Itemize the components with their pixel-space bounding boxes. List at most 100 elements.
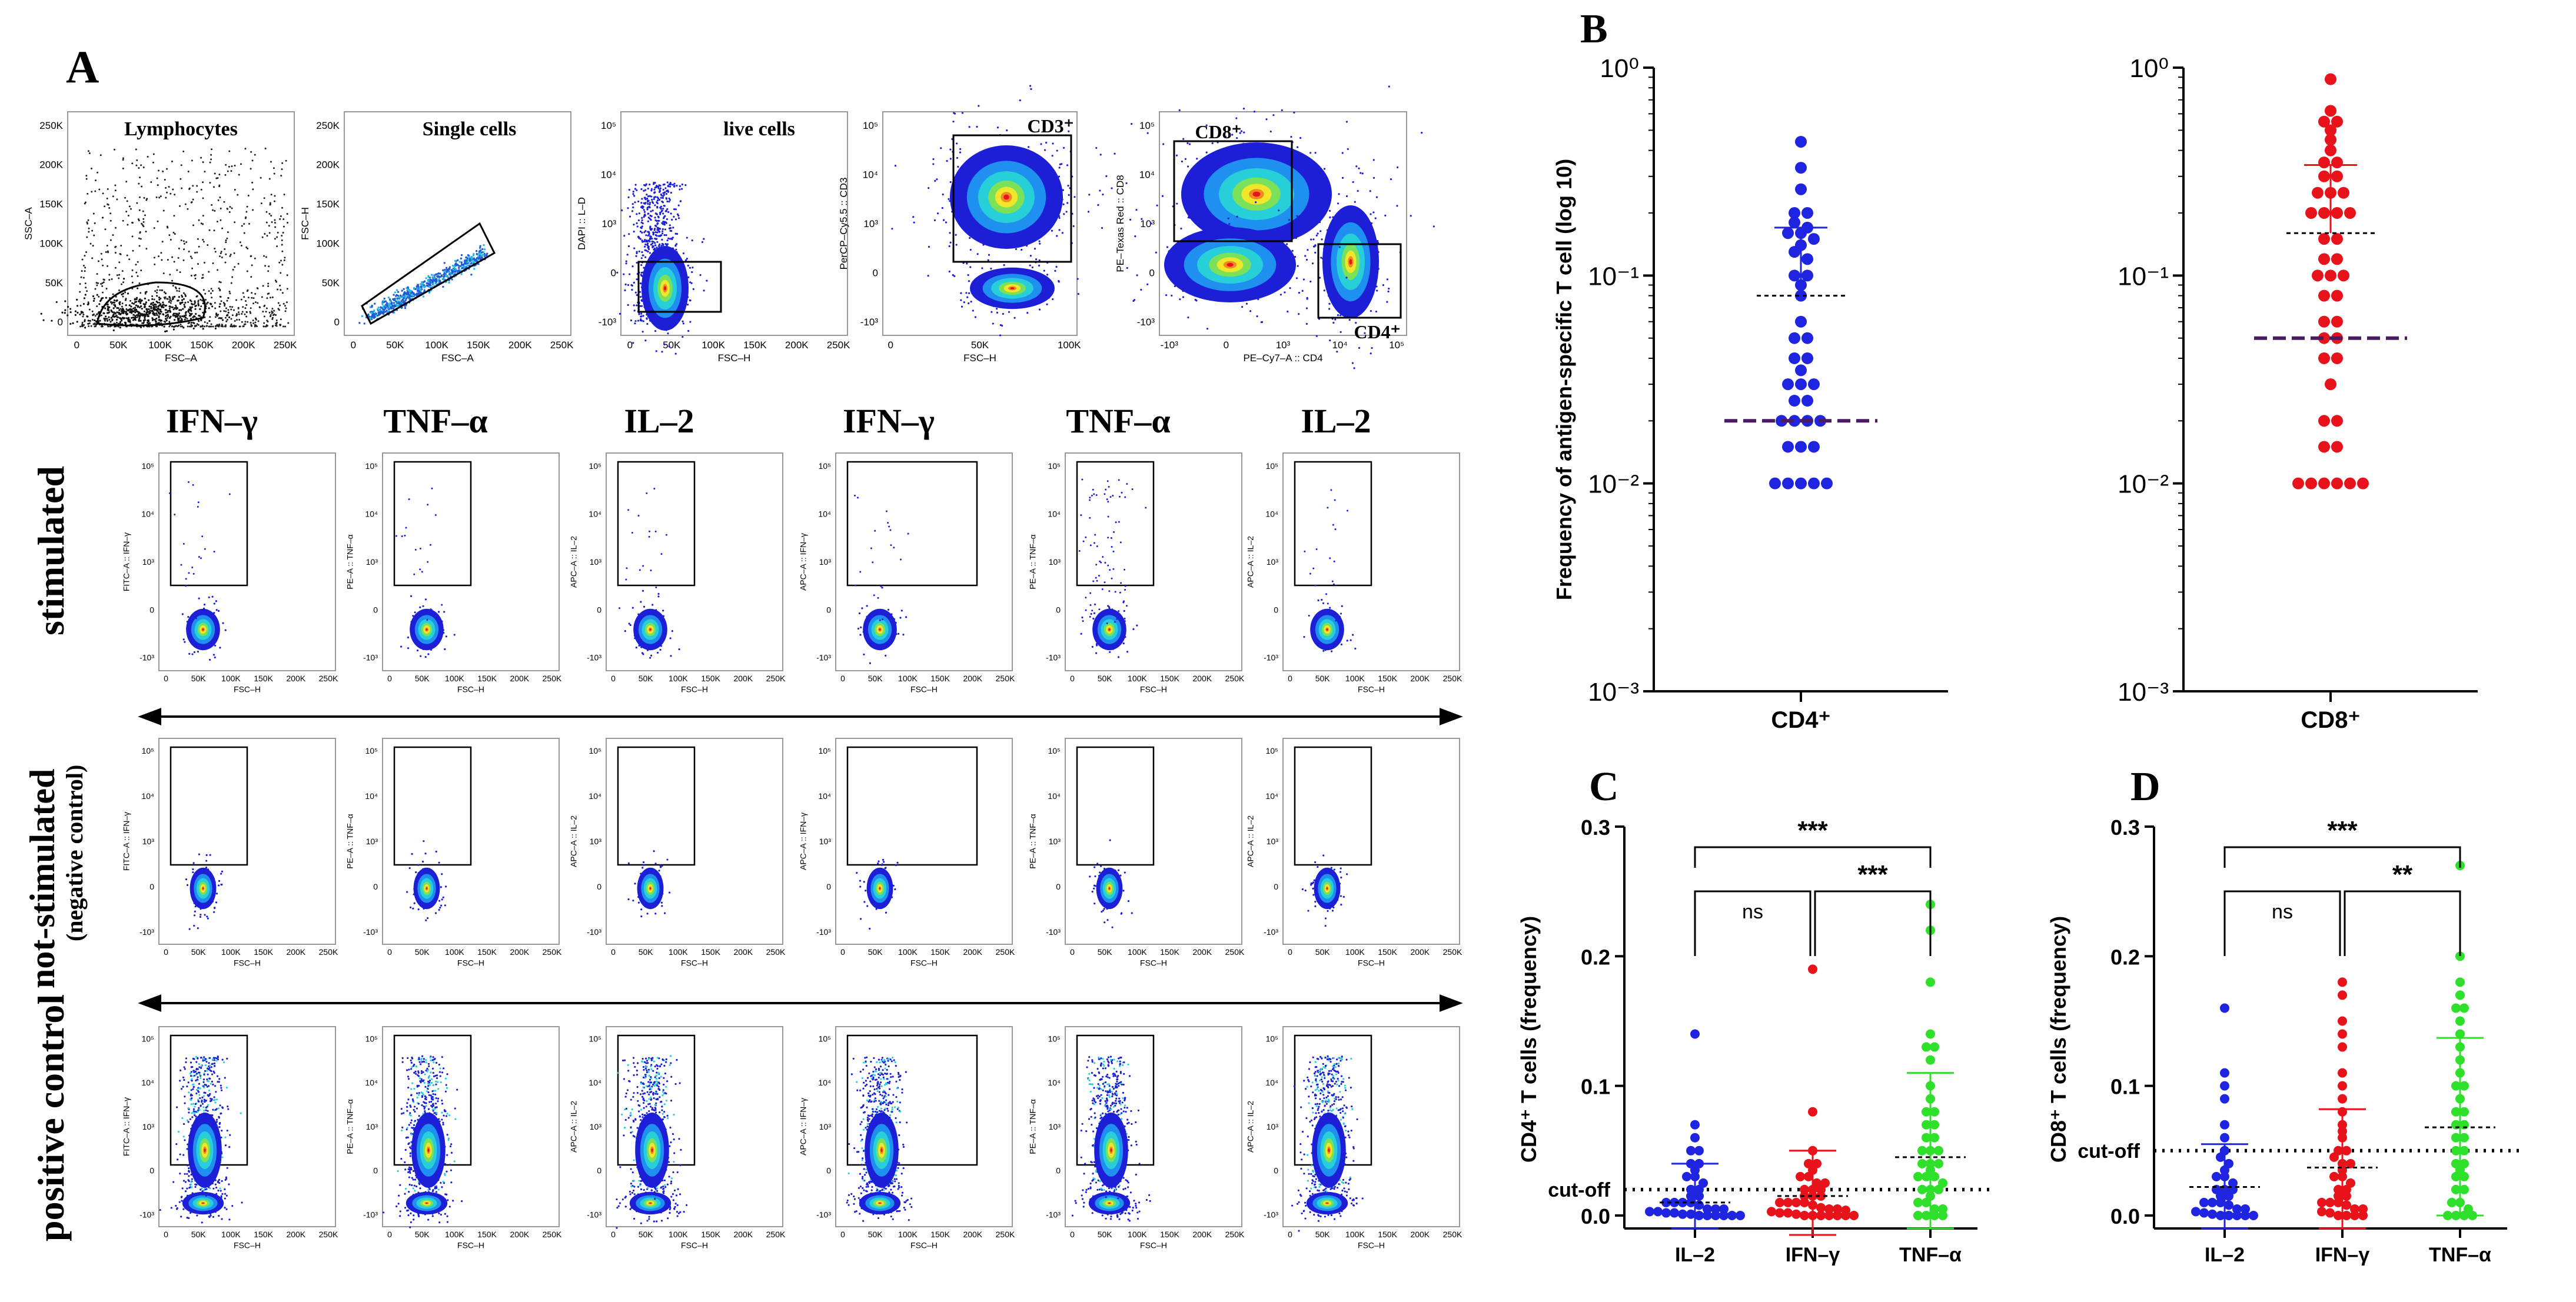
event-dot (135, 304, 137, 307)
event-dot (945, 221, 948, 224)
event-dot (649, 201, 652, 204)
event-dot (84, 327, 87, 329)
event-dot (676, 184, 678, 187)
event-dot (1101, 227, 1103, 229)
event-dot (646, 207, 649, 209)
event-dot (178, 290, 181, 292)
event-dot (673, 185, 676, 187)
event-dot (397, 294, 400, 297)
event-dot (1360, 172, 1362, 174)
event-dot (104, 318, 106, 321)
event-dot (677, 214, 680, 217)
event-dot (190, 255, 192, 258)
event-dot (168, 317, 171, 319)
event-dot (212, 325, 214, 328)
plot-frame (67, 111, 295, 336)
y-tick-label: 10⁴ (1048, 510, 1061, 519)
event-dot (663, 222, 666, 224)
plot-frame (835, 452, 1013, 671)
event-dot (679, 185, 682, 188)
y-tick-label: 10⁴ (141, 510, 154, 519)
event-dot (399, 300, 401, 303)
event-dot (480, 251, 483, 254)
event-dot (132, 249, 134, 252)
event-dot (647, 247, 649, 249)
event-dot (201, 299, 203, 302)
event-dot (265, 307, 268, 309)
event-dot (201, 535, 204, 538)
event-dot (131, 162, 134, 165)
event-dot (195, 617, 197, 620)
event-dot (276, 245, 278, 248)
event-dot (152, 301, 154, 304)
event-dot (457, 264, 459, 267)
event-dot (634, 201, 636, 204)
x-tick-label: 50K (415, 674, 430, 683)
event-dot (227, 231, 229, 234)
event-dot (933, 219, 936, 222)
event-dot (267, 321, 269, 323)
event-dot (124, 291, 127, 294)
event-dot (1333, 234, 1335, 236)
event-dot (261, 236, 264, 238)
event-dot (193, 914, 196, 917)
event-dot (654, 224, 657, 227)
gate-label: Lymphocytes (124, 118, 238, 140)
event-dot (1040, 143, 1042, 145)
event-dot (670, 191, 672, 194)
event-dot (163, 325, 165, 328)
event-dot (227, 314, 229, 317)
x-tick-label: 50K (109, 339, 128, 351)
event-dot (154, 263, 156, 265)
event-dot (267, 293, 269, 295)
event-dot (269, 204, 271, 206)
panel-letter-b: B (1580, 6, 1608, 52)
event-dot (684, 259, 687, 261)
y-tick-label: 10³ (819, 557, 832, 567)
event-dot (170, 300, 172, 302)
event-dot (82, 265, 85, 267)
event-dot (400, 307, 403, 309)
event-dot (873, 594, 875, 597)
event-dot (82, 315, 84, 318)
event-dot (1303, 636, 1305, 638)
x-tick-label: 150K (1160, 674, 1179, 683)
event-dot (1184, 158, 1187, 160)
event-dot (966, 296, 969, 298)
event-dot (100, 252, 102, 255)
event-dot (172, 314, 174, 317)
event-dot (1067, 184, 1069, 187)
event-dot (1107, 564, 1109, 567)
event-dot (145, 199, 148, 201)
event-dot (463, 265, 466, 268)
event-dot (105, 288, 108, 290)
event-dot (138, 319, 140, 322)
event-dot (84, 255, 86, 257)
event-dot (254, 325, 256, 328)
event-dot (424, 285, 427, 288)
event-dot (659, 187, 662, 189)
event-dot (155, 306, 158, 308)
event-dot (94, 325, 96, 328)
event-dot (1341, 177, 1344, 179)
event-dot (1311, 262, 1314, 265)
event-dot (624, 283, 627, 285)
y-tick-label: 10⁵ (1048, 461, 1061, 471)
event-dot (183, 304, 185, 306)
event-dot (644, 243, 647, 246)
event-dot (637, 219, 640, 222)
event-dot (637, 613, 640, 615)
event-dot (162, 170, 164, 172)
event-dot (640, 227, 643, 229)
event-dot (649, 214, 652, 217)
event-dot (996, 308, 998, 310)
event-dot (1035, 258, 1038, 261)
event-dot (434, 282, 437, 285)
event-dot (949, 148, 952, 151)
event-dot (214, 907, 216, 910)
event-dot (673, 182, 676, 185)
event-dot (209, 316, 211, 318)
event-dot (64, 309, 67, 311)
y-axis-label: PerCP–Cy5.5 :: CD3 (838, 178, 849, 270)
event-dot (211, 148, 213, 151)
